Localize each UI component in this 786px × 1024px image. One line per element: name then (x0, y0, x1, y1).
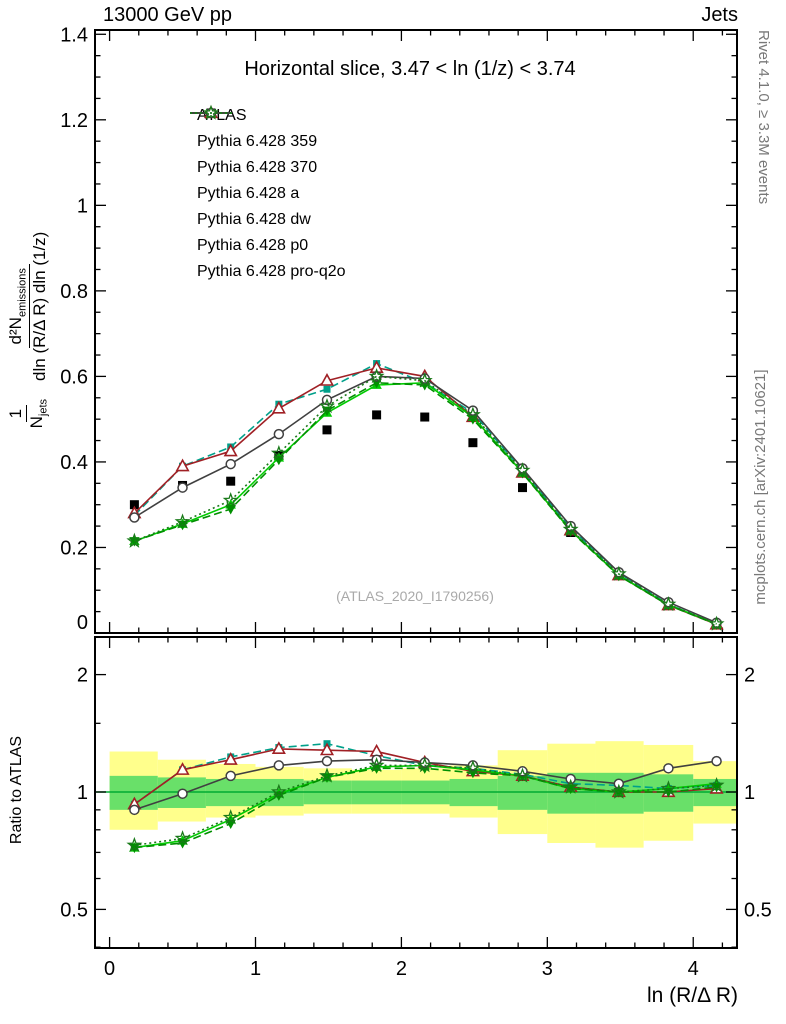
svg-text:1: 1 (77, 195, 88, 217)
svg-text:0: 0 (77, 612, 88, 634)
frac-numerator: 1 (6, 404, 27, 423)
svg-text:3: 3 (542, 958, 553, 980)
svg-text:1: 1 (77, 782, 88, 804)
header-analysis-type: Jets (701, 4, 738, 26)
svg-text:1.4: 1.4 (60, 24, 88, 46)
header-beam-energy: 13000 GeV pp (103, 4, 232, 26)
frac-denominator: dln (R/Δ R) dln (1/z) (30, 231, 50, 381)
legend-label: Pythia 6.428 359 (197, 133, 318, 150)
series-pythia-6-428-pro-q2o-main (126, 368, 725, 631)
legend-item-4: Pythia 6.428 dw (188, 109, 346, 233)
legend-item-1: Pythia 6.428 359 (188, 109, 346, 155)
svg-text:1.2: 1.2 (60, 110, 88, 132)
legend: ATLAS Pythia 6.428 359 Pythia 6.428 370 Pyt… (188, 103, 346, 285)
frac-d2n-emissions: d²Nemissions dln (R/Δ R) dln (1/z) (6, 228, 50, 385)
legend-label: Pythia 6.428 370 (197, 159, 318, 176)
svg-text:0.6: 0.6 (60, 366, 88, 388)
legend-label: Pythia 6.428 p0 (197, 237, 309, 254)
legend-label: Pythia 6.428 a (197, 185, 300, 202)
svg-text:2: 2 (744, 665, 755, 687)
legend-item-3: Pythia 6.428 a (188, 107, 346, 207)
svg-text:1: 1 (250, 958, 261, 980)
svg-text:0.8: 0.8 (60, 281, 88, 303)
ratio-y-axis-label: Ratio to ATLAS (8, 735, 25, 845)
svg-text:0: 0 (104, 958, 115, 980)
svg-text:1: 1 (744, 782, 755, 804)
svg-text:0.4: 0.4 (60, 452, 88, 474)
series-pythia-6-428-pro-q2o-ratio (126, 757, 725, 853)
svg-text:2: 2 (77, 665, 88, 687)
legend-marker-6 (190, 104, 232, 120)
rivet-version-label: Rivet 4.1.0, ≥ 3.3M events (755, 30, 772, 205)
svg-text:2: 2 (396, 958, 407, 980)
svg-text:0.2: 0.2 (60, 537, 88, 559)
mcplots-arxiv-label: mcplots.cern.ch [arXiv:2401.10621] (752, 369, 769, 605)
x-axis-label: ln (R/Δ R) (646, 984, 738, 1007)
frac-one-over-njets: 1 Njets (6, 395, 50, 432)
legend-label: Pythia 6.428 pro-q2o (197, 263, 346, 280)
watermark-analysis-id: (ATLAS_2020_I1790256) (336, 588, 494, 604)
frac-numerator: d²Nemissions (6, 264, 31, 349)
svg-text:0.5: 0.5 (744, 899, 772, 921)
main-panel-frame (94, 29, 738, 634)
legend-label: Pythia 6.428 dw (197, 211, 311, 228)
axis-tick-labels: 0 0.2 0.4 0.6 0.8 1 1.2 1.4 0.5 0.5 1 1 2 2 0 1 2 3 4 (60, 24, 772, 980)
main-y-axis-label: 1 Njets d²Nemissions dln (R/Δ R) dln (1/… (1, 30, 55, 630)
legend-item-5: Pythia 6.428 p0 (188, 107, 346, 259)
legend-item-6: Pythia 6.428 pro-q2o (188, 104, 346, 285)
svg-text:4: 4 (688, 958, 699, 980)
axis-ticks (95, 30, 737, 948)
frac-denominator: Njets (26, 398, 50, 429)
plot-title: Horizontal slice, 3.47 < ln (1/z) < 3.74 (244, 58, 576, 80)
svg-text:0.5: 0.5 (60, 899, 88, 921)
legend-item-2: Pythia 6.428 370 (188, 105, 346, 181)
